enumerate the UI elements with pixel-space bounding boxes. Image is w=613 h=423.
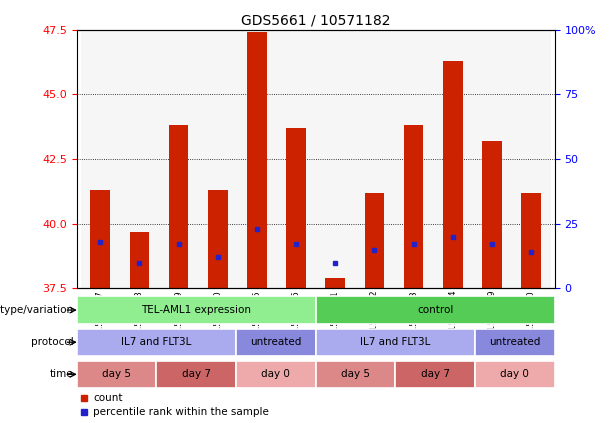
Bar <box>355 30 394 288</box>
Bar <box>365 193 384 288</box>
Bar <box>433 30 473 288</box>
Text: day 5: day 5 <box>341 369 370 379</box>
Bar <box>326 278 345 288</box>
Bar <box>80 30 120 288</box>
Bar <box>475 329 555 356</box>
Bar <box>156 361 236 388</box>
Bar <box>169 125 188 288</box>
Text: IL7 and FLT3L: IL7 and FLT3L <box>121 337 191 347</box>
Text: IL7 and FLT3L: IL7 and FLT3L <box>360 337 430 347</box>
Bar <box>394 30 433 288</box>
Bar <box>482 141 502 288</box>
Bar <box>236 329 316 356</box>
Text: untreated: untreated <box>489 337 541 347</box>
Bar <box>475 361 555 388</box>
Text: day 0: day 0 <box>500 369 530 379</box>
Text: count: count <box>93 393 123 403</box>
Bar <box>90 190 110 288</box>
Bar <box>236 361 316 388</box>
Bar <box>120 30 159 288</box>
Bar <box>404 125 424 288</box>
Bar <box>395 361 475 388</box>
Bar <box>77 329 236 356</box>
Bar <box>237 30 276 288</box>
Text: day 5: day 5 <box>102 369 131 379</box>
Bar <box>316 361 395 388</box>
Bar <box>512 30 551 288</box>
Bar <box>286 128 306 288</box>
Text: TEL-AML1 expression: TEL-AML1 expression <box>141 305 251 315</box>
Text: day 0: day 0 <box>261 369 291 379</box>
Title: GDS5661 / 10571182: GDS5661 / 10571182 <box>241 13 390 27</box>
Bar <box>77 297 316 324</box>
Bar <box>198 30 237 288</box>
Bar <box>208 190 227 288</box>
Bar <box>473 30 512 288</box>
Bar <box>316 297 555 324</box>
Text: day 7: day 7 <box>421 369 450 379</box>
Bar <box>316 30 355 288</box>
Text: time: time <box>50 369 74 379</box>
Text: percentile rank within the sample: percentile rank within the sample <box>93 407 269 417</box>
Bar <box>129 231 149 288</box>
Bar <box>247 32 267 288</box>
Text: control: control <box>417 305 454 315</box>
Text: genotype/variation: genotype/variation <box>0 305 74 315</box>
Text: untreated: untreated <box>250 337 302 347</box>
Bar <box>443 60 463 288</box>
Bar <box>77 361 156 388</box>
Text: day 7: day 7 <box>181 369 211 379</box>
Bar <box>316 329 475 356</box>
Bar <box>159 30 198 288</box>
Text: protocol: protocol <box>31 337 74 347</box>
Bar <box>276 30 316 288</box>
Bar <box>522 193 541 288</box>
